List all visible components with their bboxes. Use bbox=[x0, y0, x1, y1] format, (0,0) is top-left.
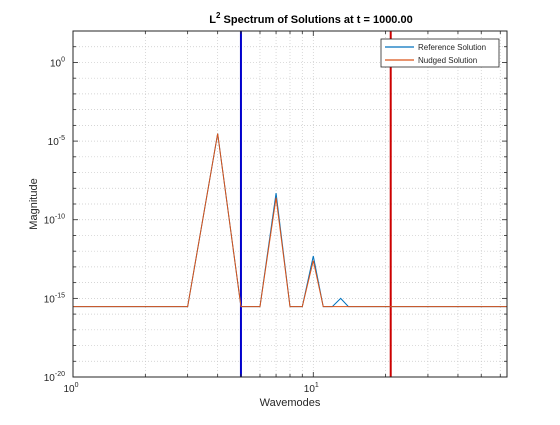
x-tick-label: 101 bbox=[304, 382, 319, 395]
grid bbox=[73, 31, 507, 377]
title-prefix: L bbox=[209, 14, 216, 26]
x-tick-label-base: 10 bbox=[304, 384, 316, 395]
y-tick-label-base: 10 bbox=[48, 137, 60, 148]
y-tick-label: 10-15 bbox=[44, 292, 65, 305]
legend: Reference Solution Nudged Solution bbox=[380, 38, 500, 68]
y-tick-label-exponent: 0 bbox=[61, 56, 65, 63]
title-superscript: 2 bbox=[216, 11, 221, 20]
legend-box bbox=[380, 38, 500, 68]
y-tick-label: 10-10 bbox=[44, 214, 65, 227]
y-axis-label: Magnitude bbox=[28, 178, 40, 229]
y-tick-label-base: 10 bbox=[44, 294, 56, 305]
y-tick-label-exponent: -20 bbox=[55, 371, 65, 378]
y-tick-label: 10-5 bbox=[48, 135, 65, 148]
y-tick-label-base: 10 bbox=[44, 373, 56, 384]
y-tick-label: 10-20 bbox=[44, 371, 65, 384]
legend-label-nudged: Nudged Solution bbox=[418, 56, 477, 65]
y-tick-label-exponent: -5 bbox=[59, 135, 65, 142]
title-rest: Spectrum of Solutions at t = 1000.00 bbox=[220, 14, 412, 26]
x-tick-labels: 100 101 bbox=[63, 382, 318, 395]
chart-title: L2 Spectrum of Solutions at t = 1000.00 bbox=[209, 11, 412, 26]
x-tick-label-exponent: 1 bbox=[315, 382, 319, 389]
x-tick-label-exponent: 0 bbox=[75, 382, 79, 389]
series-lines bbox=[73, 133, 507, 308]
y-tick-label-base: 10 bbox=[50, 58, 62, 69]
ticks bbox=[73, 31, 507, 377]
y-tick-label-exponent: -10 bbox=[55, 214, 65, 221]
x-axis-label: Wavemodes bbox=[260, 397, 321, 409]
x-tick-label: 100 bbox=[63, 382, 78, 395]
series-line-1 bbox=[73, 133, 507, 308]
legend-label-reference: Reference Solution bbox=[418, 43, 486, 52]
vertical-lines bbox=[239, 31, 392, 377]
y-tick-label-exponent: -15 bbox=[55, 292, 65, 299]
y-tick-label: 100 bbox=[50, 56, 65, 69]
y-tick-label-base: 10 bbox=[44, 216, 56, 227]
x-tick-label-base: 10 bbox=[63, 384, 75, 395]
